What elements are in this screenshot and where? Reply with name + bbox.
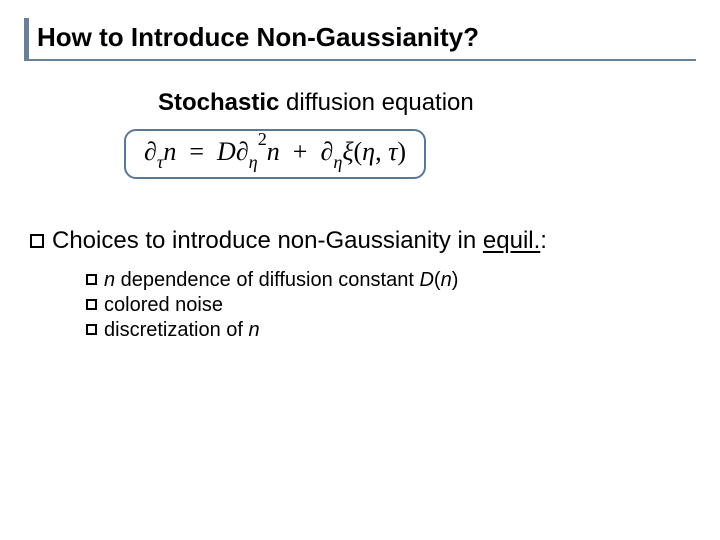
list-item: discretization of n	[86, 319, 696, 342]
equation: ∂τn = D∂η2n + ∂ηξ(η, τ)	[144, 137, 406, 166]
subtitle-bold: Stochastic	[158, 89, 279, 116]
equation-container: ∂τn = D∂η2n + ∂ηξ(η, τ)	[124, 129, 696, 179]
choices-tail: :	[540, 227, 547, 254]
hollow-square-icon	[86, 274, 97, 285]
hollow-square-icon	[30, 234, 44, 248]
choices-heading: Choices to introduce non-Gaussianity in …	[30, 227, 696, 255]
bullet-text: colored noise	[104, 294, 223, 317]
bullet-text: n dependence of diffusion constant D(n)	[104, 269, 458, 292]
choices-intro: Choices to introduce non-Gaussianity in	[52, 227, 483, 254]
subtitle: Stochastic diffusion equation	[158, 89, 696, 117]
choices-text: Choices to introduce non-Gaussianity in …	[52, 227, 547, 255]
bullet-text: discretization of n	[104, 319, 260, 342]
slide-title: How to Introduce Non-Gaussianity?	[37, 22, 696, 53]
list-item: colored noise	[86, 294, 696, 317]
equation-box: ∂τn = D∂η2n + ∂ηξ(η, τ)	[124, 129, 426, 179]
title-bar: How to Introduce Non-Gaussianity?	[24, 18, 696, 61]
choices-underline: equil.	[483, 227, 540, 254]
subtitle-rest: diffusion equation	[279, 89, 473, 116]
hollow-square-icon	[86, 324, 97, 335]
hollow-square-icon	[86, 299, 97, 310]
list-item: n dependence of diffusion constant D(n)	[86, 269, 696, 292]
